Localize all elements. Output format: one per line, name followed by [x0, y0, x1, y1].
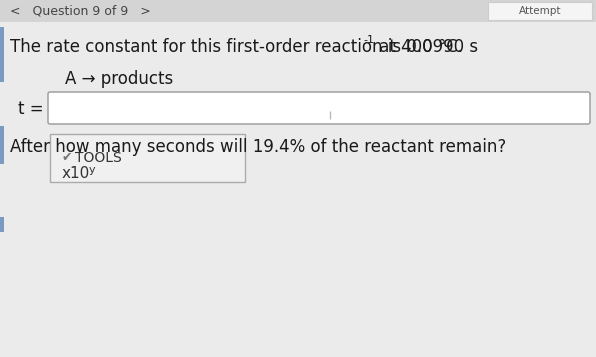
FancyBboxPatch shape: [50, 134, 245, 182]
Text: y: y: [89, 165, 95, 175]
Text: The rate constant for this first-order reaction is 0.0990 s: The rate constant for this first-order r…: [10, 38, 478, 56]
FancyBboxPatch shape: [0, 0, 596, 22]
Text: x10: x10: [62, 166, 90, 181]
Text: <   Question 9 of 9   >: < Question 9 of 9 >: [10, 5, 151, 17]
FancyBboxPatch shape: [0, 27, 4, 82]
Text: After how many seconds will 19.4% of the reactant remain?: After how many seconds will 19.4% of the…: [10, 138, 506, 156]
FancyBboxPatch shape: [0, 126, 4, 164]
Text: t =: t =: [18, 100, 44, 118]
FancyBboxPatch shape: [0, 217, 4, 232]
Text: -1: -1: [363, 35, 374, 45]
Text: Attempt: Attempt: [519, 6, 561, 16]
FancyBboxPatch shape: [0, 22, 596, 357]
FancyBboxPatch shape: [488, 2, 592, 20]
FancyBboxPatch shape: [48, 92, 590, 124]
Text: ✔: ✔: [62, 151, 73, 165]
Text: TOOLS: TOOLS: [75, 151, 122, 165]
Text: at 400 °C.: at 400 °C.: [374, 38, 463, 56]
Text: A → products: A → products: [65, 70, 173, 88]
